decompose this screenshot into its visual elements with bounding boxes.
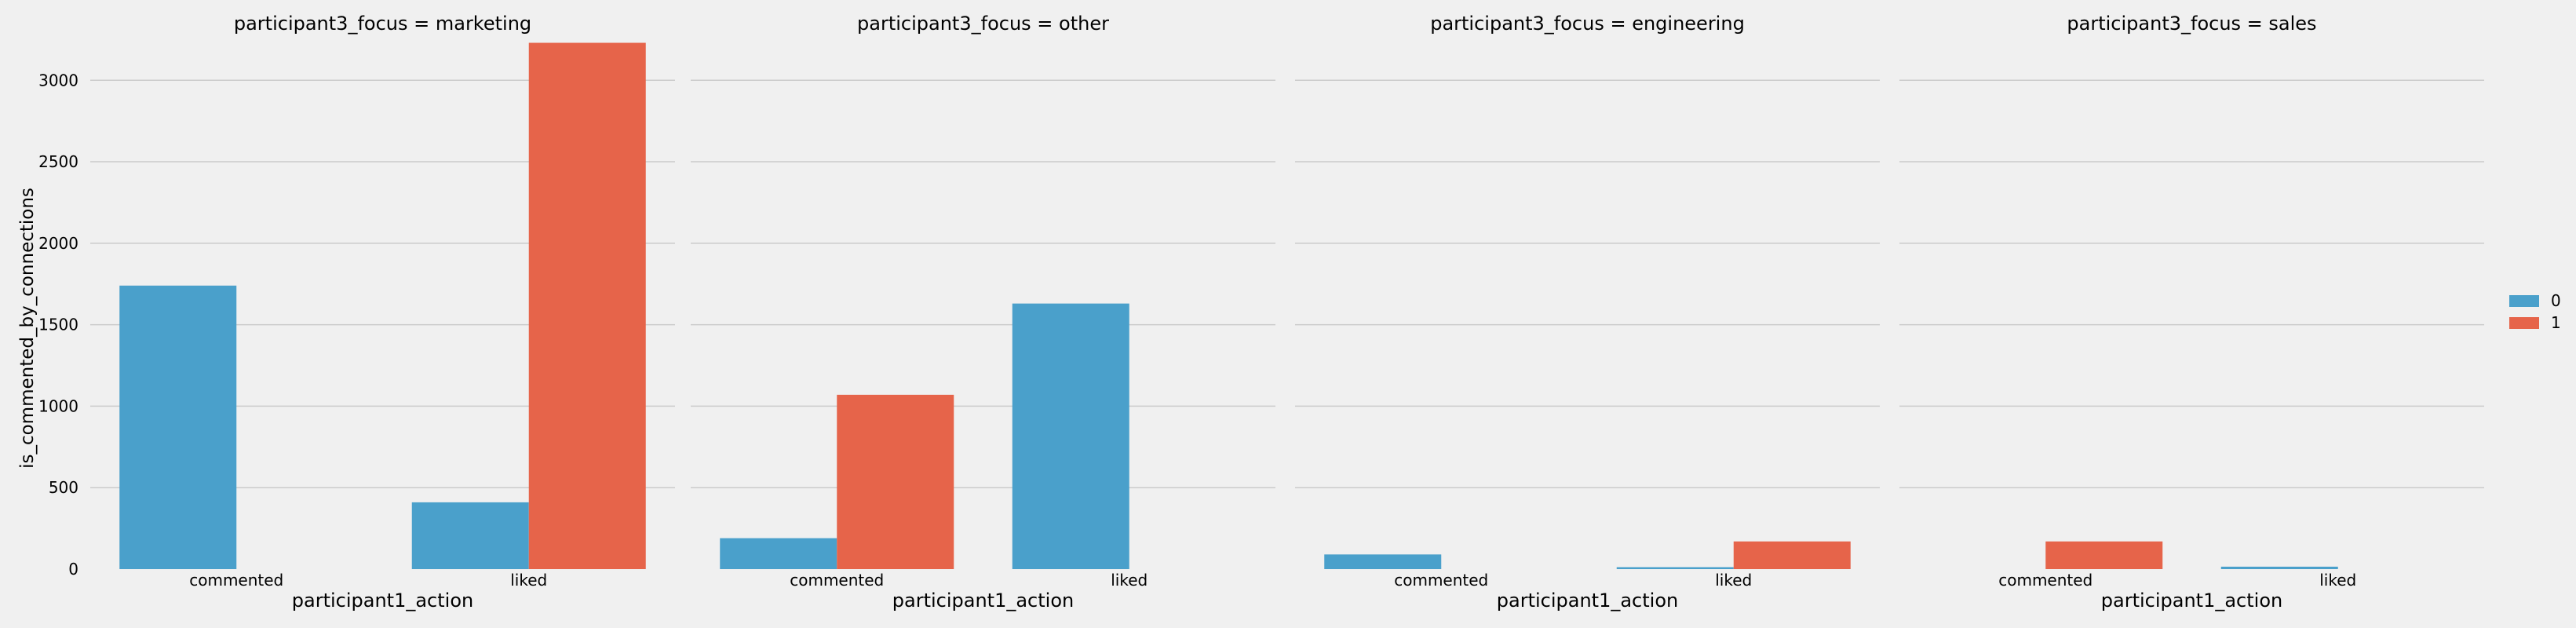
y-tick-label: 1000 <box>38 396 78 415</box>
x-axis-label: participant1_action <box>1497 590 1678 612</box>
legend-label: 1 <box>2551 313 2561 332</box>
bar-0-commented <box>1324 554 1442 569</box>
legend: 01 <box>2509 291 2561 332</box>
x-tick-label: liked <box>1111 571 1148 590</box>
x-tick-label: liked <box>2319 571 2356 590</box>
bar-0-commented <box>119 285 237 569</box>
y-axis-label: is_commented_by_connections <box>17 188 38 469</box>
bar-0-liked <box>411 502 529 569</box>
y-tick-label: 500 <box>49 478 78 497</box>
bar-1-commented <box>837 394 954 569</box>
x-tick-label: commented <box>189 571 283 590</box>
legend-swatch-0 <box>2509 295 2539 307</box>
y-tick-label: 2000 <box>38 234 78 253</box>
bar-0-liked <box>1012 303 1129 569</box>
legend-label: 0 <box>2551 291 2561 310</box>
bar-0-liked <box>1616 567 1734 569</box>
bar-1-commented <box>2045 541 2163 569</box>
y-tick-label: 2500 <box>38 152 78 171</box>
x-axis-label: participant1_action <box>2101 590 2282 612</box>
x-tick-label: commented <box>1394 571 1488 590</box>
panel-title: participant3_focus = marketing <box>234 13 531 35</box>
labels: is_commented_by_connections 0 500 1000 1500… <box>17 13 2356 612</box>
gridlines <box>90 79 2484 488</box>
x-tick-label: commented <box>790 571 884 590</box>
legend-swatch-1 <box>2509 317 2539 329</box>
panel-title: participant3_focus = other <box>857 13 1109 35</box>
y-tick-label: 0 <box>68 560 78 579</box>
x-tick-label: commented <box>1998 571 2093 590</box>
bar-1-liked <box>528 42 646 570</box>
y-tick-label: 3000 <box>38 71 78 89</box>
x-axis-label: participant1_action <box>292 590 473 612</box>
bars <box>119 42 2338 570</box>
x-tick-label: liked <box>1715 571 1752 590</box>
bar-0-liked <box>2220 566 2338 569</box>
y-tick-label: 1500 <box>38 316 78 334</box>
panel-title: participant3_focus = sales <box>2067 13 2316 35</box>
x-axis-label: participant1_action <box>892 590 1074 612</box>
x-tick-label: liked <box>510 571 547 590</box>
bar-1-liked <box>1733 541 1851 569</box>
bar-0-commented <box>720 538 837 569</box>
panel-title: participant3_focus = engineering <box>1430 13 1745 35</box>
